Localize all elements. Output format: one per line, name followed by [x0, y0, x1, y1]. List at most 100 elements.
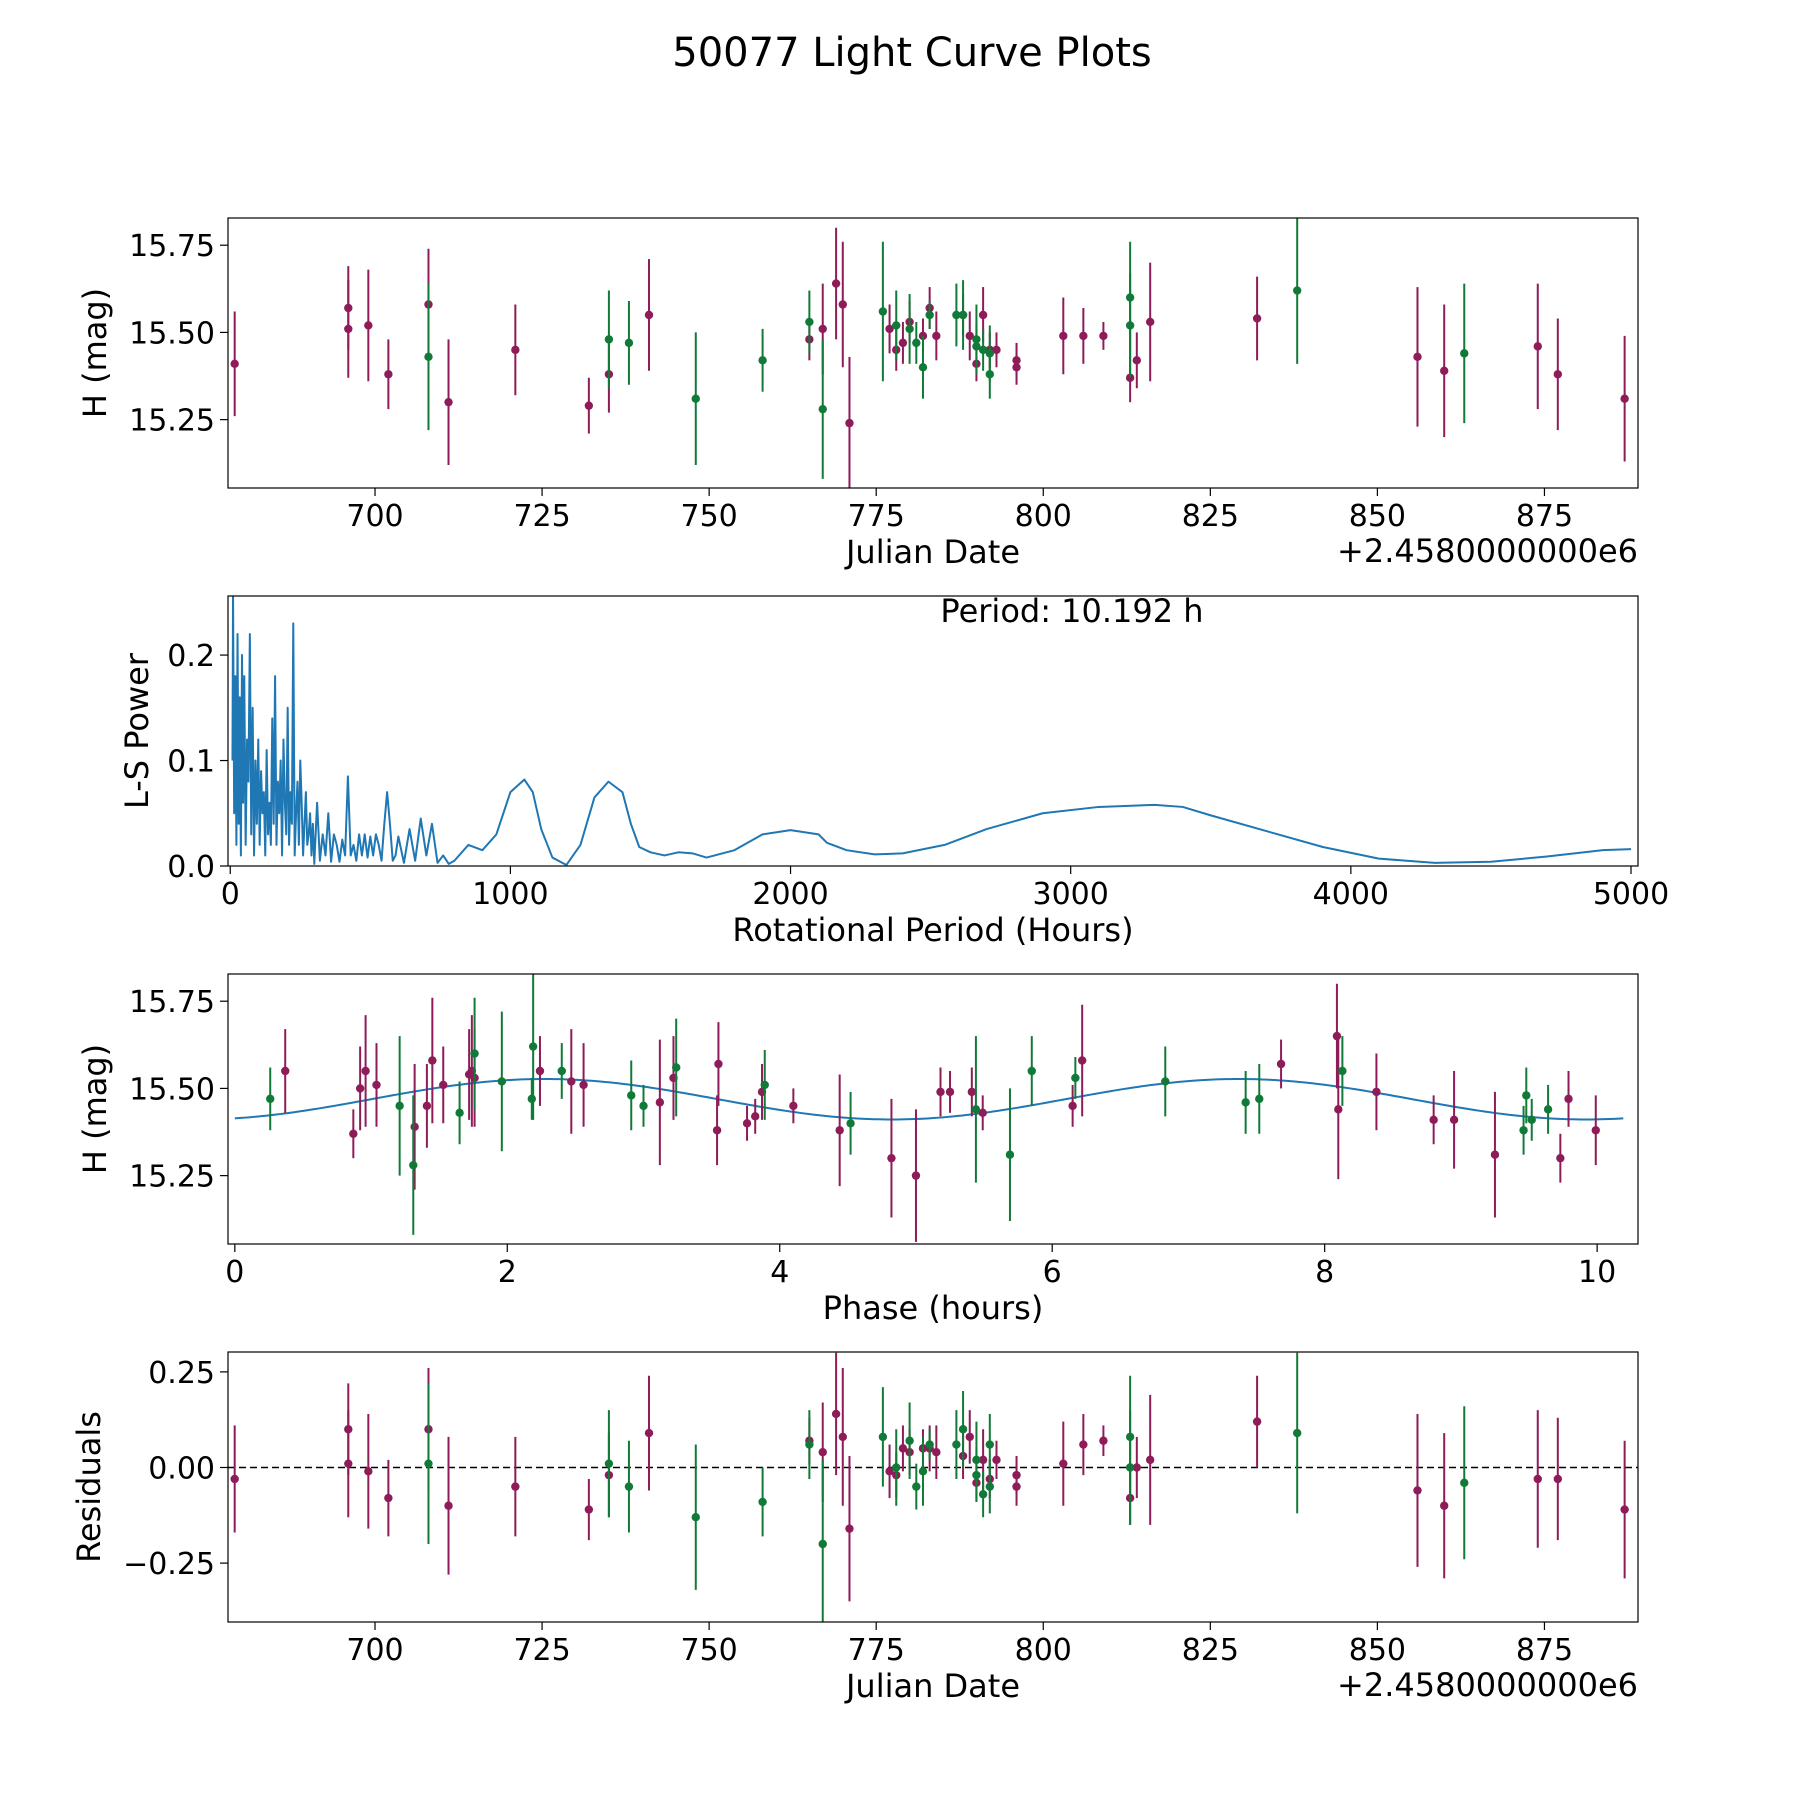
periodogram-xtick-label: 2000	[752, 877, 828, 912]
residuals-green-point	[604, 1459, 614, 1468]
residuals-magenta-point	[1620, 1505, 1629, 1514]
lightcurve-magenta-point	[1145, 317, 1155, 327]
phased-magenta-point	[439, 1080, 448, 1090]
lightcurve-xtick-label: 750	[681, 499, 738, 534]
lightcurve-ytick-label: 15.25	[129, 404, 215, 439]
residuals-magenta-point	[1132, 1463, 1142, 1472]
residuals-green-point	[878, 1432, 888, 1442]
periodogram-ytick-label: 0.0	[167, 850, 215, 885]
residuals-magenta-point	[584, 1505, 594, 1514]
phased-xtick-label: 10	[1578, 1255, 1616, 1290]
lightcurve-green-point	[1460, 349, 1469, 358]
lightcurve-magenta-point	[1132, 356, 1142, 365]
residuals-magenta-point	[1059, 1459, 1068, 1468]
phased-magenta-point	[751, 1112, 760, 1121]
phased-magenta-point	[1556, 1153, 1565, 1163]
lightcurve-magenta-point	[965, 331, 974, 341]
phased-green-point	[497, 1077, 507, 1086]
residuals-green-point	[1125, 1463, 1135, 1472]
lightcurve-magenta-point	[845, 418, 854, 428]
residuals-green-point	[805, 1440, 814, 1449]
lightcurve-ytick-label: 15.75	[129, 229, 215, 264]
phased-magenta-point	[655, 1098, 665, 1107]
residuals-green-point	[691, 1513, 700, 1522]
phased-green-point	[527, 1094, 536, 1104]
residuals-xtick-label: 875	[1516, 1633, 1573, 1668]
phased-ytick-label: 15.75	[129, 985, 215, 1020]
residuals-green-point	[925, 1440, 934, 1449]
periodogram-xtick-label: 4000	[1313, 877, 1389, 912]
residuals-green-point	[1292, 1428, 1302, 1438]
residuals-magenta-point	[965, 1432, 974, 1442]
residuals-magenta-point	[230, 1474, 239, 1484]
phased-magenta-point	[422, 1101, 432, 1111]
lightcurve-xtick-label: 725	[513, 499, 570, 534]
residuals-magenta-point	[384, 1493, 393, 1503]
residuals-green-point	[905, 1436, 914, 1445]
lightcurve-xtick-label: 700	[346, 499, 403, 534]
phased-green-point	[672, 1063, 681, 1072]
phased-magenta-point	[945, 1087, 955, 1097]
residuals-panel: 700 725 750 775 800 825 850 875 −0.25 0.00 0.25 Ju…	[70, 1351, 1639, 1705]
phased-green-point	[1527, 1115, 1536, 1125]
phased-magenta-point	[361, 1066, 370, 1076]
phased-magenta-point	[714, 1059, 723, 1069]
phased-magenta-point	[535, 1066, 545, 1076]
residuals-xtick-label: 850	[1349, 1633, 1406, 1668]
residuals-magenta-point	[444, 1501, 453, 1510]
phased-magenta-point	[355, 1084, 365, 1093]
lightcurve-magenta-point	[1533, 342, 1542, 351]
residuals-magenta-point	[978, 1455, 988, 1465]
phased-xtick-label: 8	[1315, 1255, 1334, 1290]
phased-axes-frame	[227, 973, 1639, 1245]
phased-green-point	[1543, 1105, 1553, 1114]
phased-xtick-label: 4	[770, 1255, 789, 1290]
lightcurve-green-point	[978, 345, 988, 355]
residuals-green-point	[985, 1440, 995, 1449]
lightcurve-magenta-point	[1099, 331, 1108, 341]
lightcurve-xtick-label: 800	[1015, 499, 1072, 534]
lightcurve-xtick-label: 825	[1182, 499, 1239, 534]
phased-xlabel: Phase (hours)	[823, 1289, 1044, 1327]
lightcurve-magenta-point	[384, 370, 393, 379]
residuals-xtick-label: 700	[346, 1633, 403, 1668]
phased-green-point	[528, 1042, 538, 1051]
lightcurve-magenta-point	[1012, 363, 1021, 372]
phased-magenta-point	[742, 1119, 752, 1128]
phased-green-point	[455, 1108, 464, 1118]
lightcurve-ytick-label: 15.50	[129, 316, 215, 351]
lightcurve-magenta-point	[1059, 331, 1068, 341]
phased-magenta-point	[1276, 1059, 1286, 1069]
phased-magenta-point	[428, 1056, 437, 1065]
phased-magenta-point	[1334, 1105, 1343, 1114]
residuals-magenta-point	[831, 1409, 841, 1419]
lightcurve-xlabel: Julian Date	[844, 533, 1020, 571]
lightcurve-magenta-point	[344, 324, 353, 334]
lightcurve-magenta-point	[978, 310, 988, 320]
lightcurve-green-point	[1292, 286, 1302, 295]
lightcurve-green-point	[805, 317, 814, 327]
phased-green-point	[1071, 1073, 1080, 1083]
lightcurve-green-point	[925, 310, 934, 320]
lightcurve-xtick-label: 850	[1349, 499, 1406, 534]
residuals-green-point	[952, 1440, 961, 1449]
phased-green-point	[846, 1119, 855, 1128]
residuals-magenta-point	[898, 1444, 908, 1453]
residuals-magenta-point	[1252, 1417, 1262, 1426]
phased-magenta-point	[712, 1126, 722, 1135]
residuals-green-point	[818, 1539, 827, 1549]
periodogram-axes-frame	[227, 595, 1639, 867]
periodogram-xlabel: Rotational Period (Hours)	[732, 911, 1133, 949]
residuals-green-point	[958, 1425, 968, 1434]
lightcurve-magenta-point	[364, 321, 373, 330]
residuals-axes-frame	[227, 1351, 1639, 1623]
residuals-xtick-label: 725	[513, 1633, 570, 1668]
lightcurve-magenta-point	[1440, 366, 1449, 375]
phased-green-point	[395, 1101, 404, 1111]
lightcurve-green-point	[972, 342, 981, 351]
periodogram-ytick-label: 0.1	[167, 745, 215, 780]
phased-green-point	[409, 1160, 418, 1170]
residuals-magenta-point	[885, 1467, 894, 1476]
residuals-green-point	[424, 1459, 433, 1468]
